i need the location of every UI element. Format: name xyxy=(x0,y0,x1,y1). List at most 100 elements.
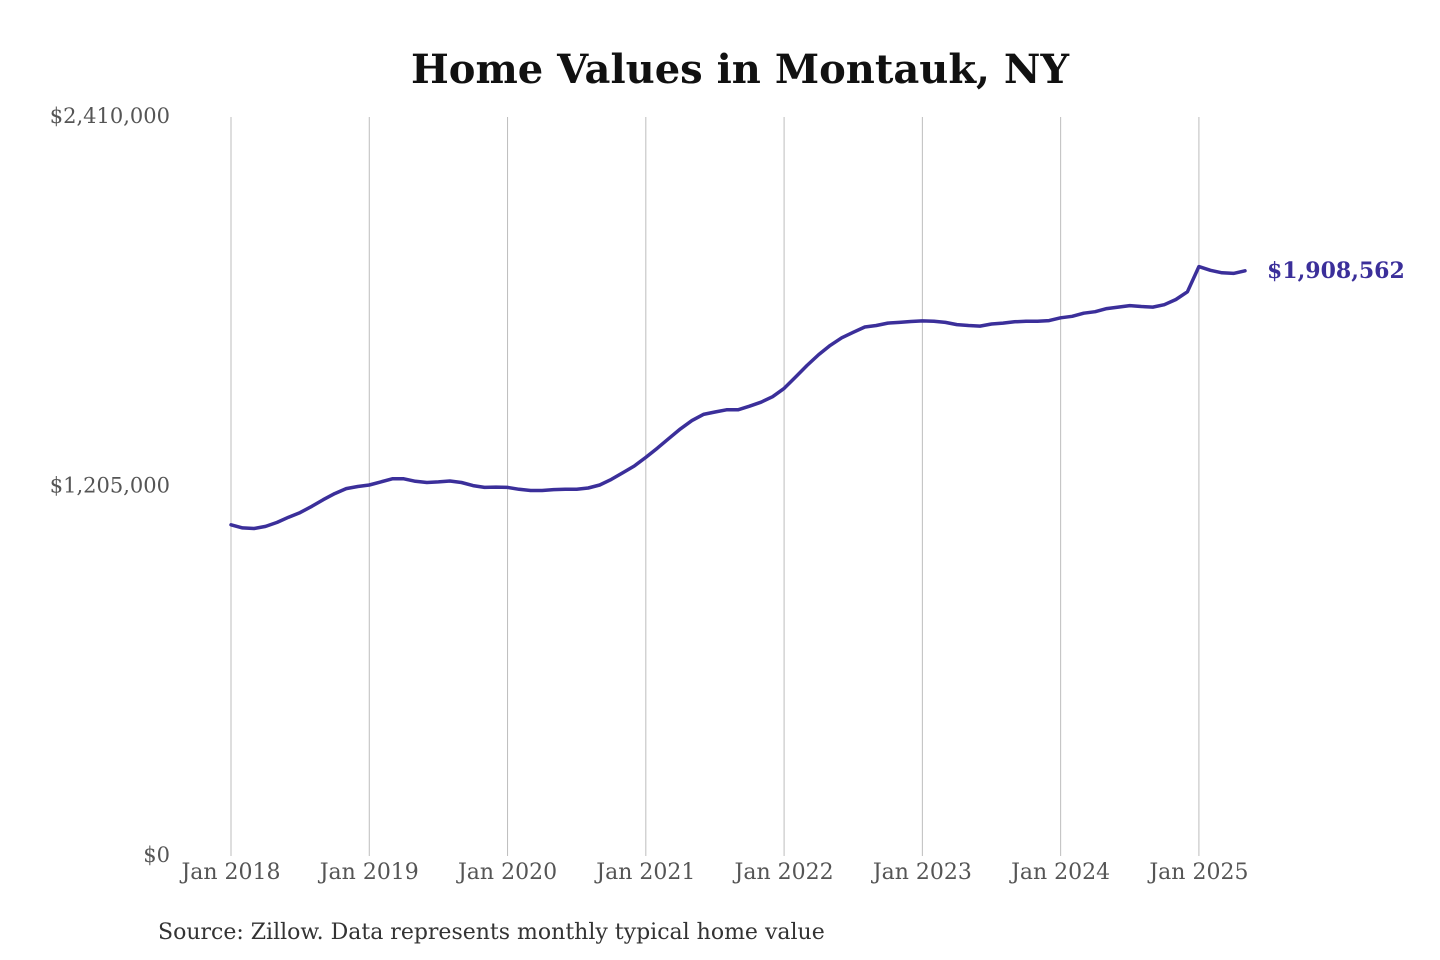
data-point xyxy=(437,481,439,483)
data-point xyxy=(1175,298,1177,301)
data-point xyxy=(230,524,232,526)
data-point xyxy=(414,480,416,482)
data-point xyxy=(979,325,981,327)
data-point xyxy=(1117,306,1119,308)
data-point xyxy=(1140,305,1142,308)
data-point xyxy=(1186,291,1188,293)
y-axis-ticks: $0 $1,205,000 $2,410,000 xyxy=(50,104,170,867)
data-point xyxy=(714,411,716,413)
data-point xyxy=(1013,321,1016,323)
data-point xyxy=(276,521,278,524)
data-point xyxy=(656,447,658,449)
x-tick-label: Jan 2021 xyxy=(594,860,695,885)
source-note: Source: Zillow. Data represents monthly … xyxy=(158,920,825,945)
data-point xyxy=(506,486,509,488)
data-point xyxy=(1071,315,1073,317)
data-point xyxy=(967,324,970,327)
data-point xyxy=(495,486,497,488)
x-tick-label: Jan 2022 xyxy=(733,860,834,885)
data-point xyxy=(288,516,290,518)
data-point xyxy=(1048,320,1050,322)
data-point xyxy=(725,409,728,411)
data-point xyxy=(599,484,601,486)
data-point xyxy=(737,409,739,411)
data-point xyxy=(1244,270,1246,272)
series-line xyxy=(229,264,1247,531)
data-point xyxy=(530,489,532,492)
data-point xyxy=(460,481,463,484)
data-point xyxy=(668,437,670,439)
data-point xyxy=(265,525,267,528)
y-tick-label: $2,410,000 xyxy=(50,104,170,128)
x-axis-ticks: Jan 2018 Jan 2019 Jan 2020 Jan 2021 Jan 2022… xyxy=(179,860,1248,885)
data-point xyxy=(760,401,762,403)
y-tick-label: $1,205,000 xyxy=(50,474,170,498)
data-point xyxy=(645,456,647,458)
data-point xyxy=(368,484,370,486)
x-tick-label: Jan 2023 xyxy=(871,860,972,885)
data-point xyxy=(1083,312,1085,314)
data-point xyxy=(391,478,393,480)
data-point xyxy=(610,478,612,480)
x-tick-label: Jan 2019 xyxy=(318,860,419,885)
data-point xyxy=(472,485,474,487)
data-point xyxy=(299,511,301,514)
data-point xyxy=(772,396,774,398)
y-tick-label: $0 xyxy=(143,843,170,867)
data-point xyxy=(852,331,854,333)
data-point xyxy=(990,323,993,325)
x-tick-label: Jan 2018 xyxy=(179,860,280,885)
data-point xyxy=(795,376,797,378)
data-point xyxy=(898,321,900,323)
data-point xyxy=(806,364,808,366)
data-point xyxy=(253,527,255,530)
data-point xyxy=(380,481,382,483)
data-point xyxy=(841,337,843,339)
data-point xyxy=(322,499,324,501)
data-points xyxy=(230,266,1246,530)
data-point xyxy=(426,481,428,484)
data-point xyxy=(449,480,451,482)
data-point xyxy=(576,488,578,490)
data-point xyxy=(702,413,705,415)
data-point xyxy=(1002,322,1004,324)
data-point xyxy=(1037,320,1039,322)
x-tick-label: Jan 2024 xyxy=(1009,860,1110,885)
data-point xyxy=(679,428,682,430)
chart-title: Home Values in Montauk, NY xyxy=(411,46,1069,93)
data-point xyxy=(483,486,486,488)
data-point xyxy=(1163,304,1165,306)
data-point xyxy=(334,493,336,495)
data-point xyxy=(818,354,820,356)
data-point xyxy=(564,488,566,490)
data-point xyxy=(311,505,313,507)
data-point xyxy=(1025,320,1027,322)
data-point xyxy=(1152,306,1154,308)
data-point xyxy=(864,326,866,328)
data-point xyxy=(1060,317,1062,319)
x-tick-label: Jan 2025 xyxy=(1147,860,1248,885)
data-point xyxy=(1209,269,1211,271)
data-point xyxy=(783,387,785,389)
data-point xyxy=(633,465,635,467)
data-point xyxy=(875,324,877,327)
data-point xyxy=(956,324,958,326)
data-point xyxy=(829,344,831,346)
latest-value-label: $1,908,562 xyxy=(1267,258,1405,284)
data-point xyxy=(587,487,589,489)
data-point xyxy=(345,488,347,490)
gridlines xyxy=(230,117,1200,856)
data-point xyxy=(357,485,359,488)
data-point xyxy=(921,320,924,322)
data-point xyxy=(944,321,947,323)
data-point xyxy=(910,320,912,323)
data-point xyxy=(622,472,624,474)
data-point xyxy=(403,478,405,480)
series-layer xyxy=(229,264,1247,531)
data-point xyxy=(887,322,889,324)
data-point xyxy=(241,527,244,529)
data-point xyxy=(933,320,935,322)
data-point xyxy=(1129,305,1131,307)
data-point xyxy=(1221,272,1223,274)
